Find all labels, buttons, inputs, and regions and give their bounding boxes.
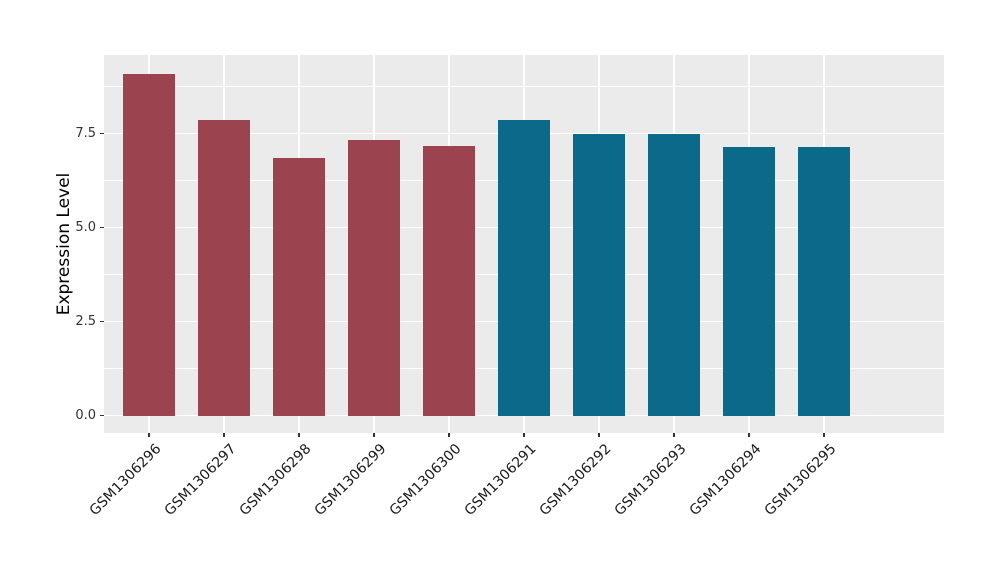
y-axis-title-text: Expression Level xyxy=(54,172,74,316)
x-tick-label-text: GSM1306293 xyxy=(611,441,690,519)
x-tick-mark xyxy=(523,433,525,437)
bar-GSM1306294 xyxy=(722,146,776,416)
bar-GSM1306299 xyxy=(347,140,401,416)
x-tick-mark xyxy=(373,433,375,437)
y-tick-mark xyxy=(99,226,104,229)
x-tick-label-text: GSM1306295 xyxy=(761,441,840,519)
bar-GSM1306296 xyxy=(122,73,176,416)
bar-GSM1306293 xyxy=(647,134,701,416)
bar-GSM1306298 xyxy=(272,158,326,416)
x-tick-label-text: GSM1306292 xyxy=(536,441,615,519)
y-tick-label: 2.5 xyxy=(75,314,96,330)
x-tick-mark xyxy=(298,433,300,437)
x-tick-label-text: GSM1306299 xyxy=(311,441,390,519)
x-tick-mark xyxy=(748,433,750,437)
x-tick-label-text: GSM1306296 xyxy=(86,441,165,519)
x-tick-label-text: GSM1306300 xyxy=(386,441,465,519)
bar-GSM1306292 xyxy=(572,134,626,416)
x-tick-mark xyxy=(673,433,675,437)
plot-panel xyxy=(104,55,944,433)
x-tick-label-text: GSM1306298 xyxy=(236,441,315,519)
y-tick-mark xyxy=(99,132,104,135)
x-tick-label-text: GSM1306291 xyxy=(461,441,540,519)
bar-GSM1306297 xyxy=(197,120,251,416)
y-tick-label: 5.0 xyxy=(75,220,96,236)
y-tick-mark xyxy=(99,320,104,323)
bar-GSM1306291 xyxy=(497,120,551,416)
y-tick-label: 7.5 xyxy=(75,126,96,142)
x-tick-label-text: GSM1306294 xyxy=(686,441,765,519)
y-tick-label: 0.0 xyxy=(75,408,96,424)
bar-GSM1306295 xyxy=(797,147,851,416)
y-tick-mark xyxy=(99,414,104,417)
x-tick-mark xyxy=(448,433,450,437)
x-tick-label-text: GSM1306297 xyxy=(161,441,240,519)
x-tick-mark xyxy=(223,433,225,437)
x-tick-mark xyxy=(823,433,825,437)
x-tick-mark xyxy=(148,433,150,437)
bar-GSM1306300 xyxy=(422,146,476,416)
x-tick-mark xyxy=(598,433,600,437)
